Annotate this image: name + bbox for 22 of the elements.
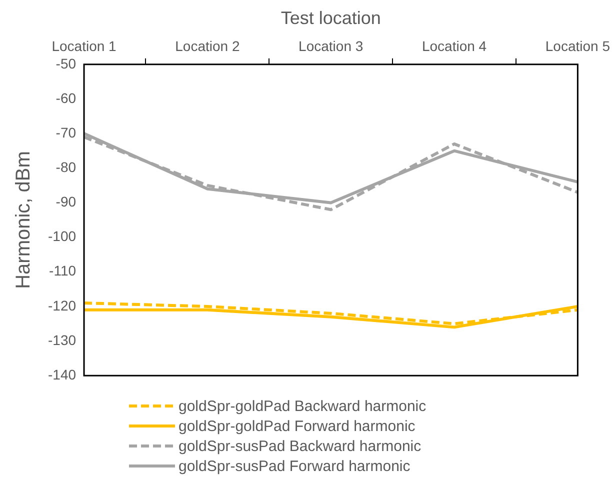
- y-tick-label: -130: [48, 332, 76, 348]
- y-tick-label: -100: [48, 228, 76, 244]
- y-tick-label: -50: [56, 55, 76, 72]
- legend-label: goldSpr-goldPad Forward harmonic: [178, 418, 416, 434]
- x-tick-label: Location 1: [52, 38, 117, 54]
- y-tick-label: -110: [49, 262, 76, 279]
- legend-label: goldSpr-susPad Forward harmonic: [178, 458, 410, 474]
- x-tick-label: Location 2: [175, 38, 240, 54]
- x-axis-title: Test location: [280, 8, 381, 28]
- y-tick-label: -70: [56, 124, 76, 140]
- y-axis-title: Harmonic, dBm: [12, 151, 35, 289]
- line-series: [82, 301, 580, 326]
- y-tick-label: -80: [56, 158, 76, 175]
- x-tick-label: Location 4: [422, 38, 487, 54]
- y-tick-label: -60: [56, 90, 76, 106]
- y-tick-label: -120: [48, 297, 76, 314]
- legend-label: goldSpr-goldPad Backward harmonic: [178, 398, 426, 414]
- x-tick-label: Location 5: [545, 38, 610, 54]
- y-tick-label: -90: [56, 194, 76, 210]
- x-tick-label: Location 3: [298, 38, 364, 54]
- legend-label: goldSpr-susPad Backward harmonic: [178, 438, 422, 454]
- y-tick-label: -140: [48, 366, 76, 382]
